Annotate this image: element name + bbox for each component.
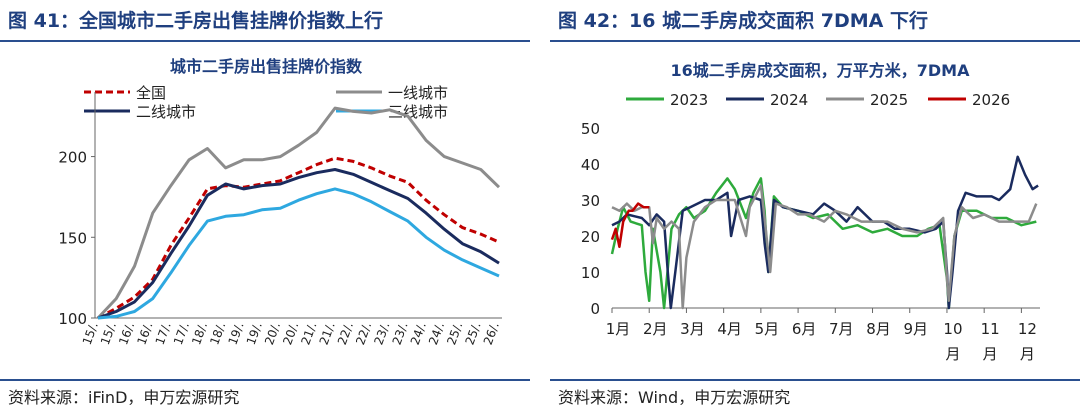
transaction-area-chart: 16城二手房成交面积，万平方米，7DMA 2023 2024 2025 2026 01… — [581, 61, 1040, 363]
x-tick-label: 26/. — [481, 320, 502, 347]
source-rule — [0, 379, 530, 381]
series-line-2025 — [611, 184, 1038, 310]
x-tick-label: 12 月 — [1018, 320, 1037, 363]
series-line-二线城市 — [97, 168, 500, 320]
series-line-2024 — [611, 155, 1039, 310]
x-tick-label: 9月 — [903, 320, 928, 338]
legend-label: 一线城市 — [388, 84, 448, 102]
x-tick-label: 5月 — [755, 320, 780, 338]
x-tick-label: 10 月 — [943, 320, 962, 363]
right-figure-panel: 图 42：16 城二手房成交面积 7DMA 下行 16城二手房成交面积，万平方米… — [550, 0, 1080, 414]
series-line-2023 — [610, 177, 1037, 310]
x-tick-label: 7月 — [829, 320, 854, 338]
legend-label: 2026 — [972, 91, 1010, 109]
title-rule — [0, 40, 530, 42]
x-tick-label: 1月 — [606, 320, 631, 338]
left-figure-panel: 图 41：全国城市二手房出售挂牌价指数上行 城市二手房出售挂牌价指数 全国 一线城… — [0, 0, 530, 414]
y-tick-label: 50 — [581, 120, 600, 138]
legend-label: 二线城市 — [136, 103, 196, 121]
x-tick-label: 6月 — [792, 320, 817, 338]
x-tick-label: 11 月 — [981, 320, 1000, 363]
legend-label: 2023 — [670, 91, 708, 109]
series-line-一线城市 — [96, 106, 501, 320]
figure-42-title: 图 42：16 城二手房成交面积 7DMA 下行 — [558, 10, 928, 32]
y-tick-label: 0 — [590, 300, 600, 318]
x-tick-label: 8月 — [866, 320, 891, 338]
figure-41-title: 图 41：全国城市二手房出售挂牌价指数上行 — [8, 10, 384, 32]
y-tick-label: 10 — [581, 264, 600, 282]
series-line-2026 — [610, 202, 650, 249]
y-tick-label: 40 — [581, 156, 600, 174]
y-tick-label: 150 — [58, 229, 87, 247]
legend-label: 三线城市 — [388, 103, 448, 121]
y-tick-label: 200 — [58, 149, 87, 167]
legend-label: 2025 — [870, 91, 908, 109]
chart-title: 16城二手房成交面积，万平方米，7DMA — [671, 61, 971, 80]
x-tick-label: 2月 — [643, 320, 668, 338]
source-rule — [550, 379, 1080, 381]
legend-label: 全国 — [136, 84, 166, 102]
source-note: 资料来源：iFinD，申万宏源研究 — [8, 388, 240, 407]
y-tick-label: 30 — [581, 192, 600, 210]
x-tick-label: 4月 — [717, 320, 742, 338]
x-tick-label: 3月 — [680, 320, 705, 338]
title-rule — [550, 40, 1080, 42]
legend-label: 2024 — [770, 91, 808, 109]
chart-title: 城市二手房出售挂牌价指数 — [170, 57, 363, 76]
series-line-全国 — [97, 156, 500, 320]
series-line-三线城市 — [97, 187, 500, 320]
y-tick-label: 100 — [58, 310, 87, 328]
y-tick-label: 20 — [581, 228, 600, 246]
source-note: 资料来源：Wind，申万宏源研究 — [558, 388, 791, 407]
